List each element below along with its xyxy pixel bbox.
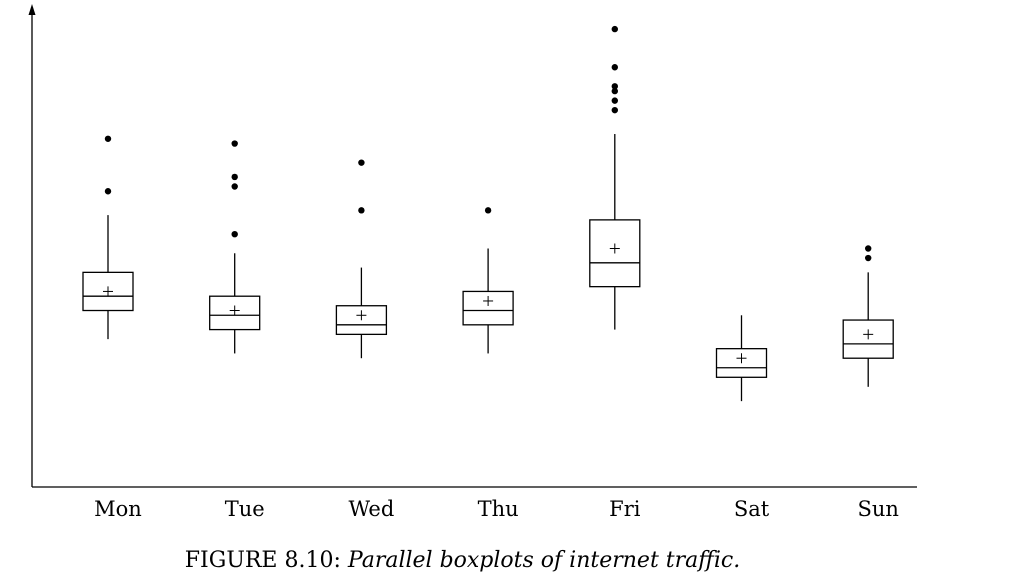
outlier-point [865, 254, 872, 262]
box-mon [82, 135, 134, 340]
outlier-point [231, 140, 238, 147]
x-tick-label-tue: Tue [225, 497, 265, 521]
x-tick-label-thu: Thu [478, 497, 519, 521]
figure-caption: FIGURE 8.10: Parallel boxplots of intern… [0, 548, 925, 573]
outlier-point [484, 207, 492, 214]
outlier-point [611, 87, 618, 95]
outlier-point [611, 64, 618, 71]
x-tick-label-sun: Sun [857, 497, 898, 521]
x-tick-label-wed: Wed [349, 497, 395, 521]
outlier-point [104, 188, 112, 195]
box-wed [335, 159, 388, 359]
outlier-point [611, 83, 618, 90]
outlier-point [358, 159, 365, 166]
box-sun [842, 245, 894, 387]
boxes-group [82, 25, 894, 402]
outlier-point [358, 207, 365, 214]
box-fri [589, 25, 641, 330]
x-tick-label-sat: Sat [734, 497, 770, 521]
outlier-point [231, 230, 238, 238]
x-tick-label-mon: Mon [94, 497, 142, 521]
outlier-point [611, 25, 618, 33]
x-tick-label-fri: Fri [609, 497, 641, 521]
y-axis-arrowhead [28, 4, 36, 15]
caption-text: Parallel boxplots of internet traffic. [347, 548, 741, 573]
box-tue [209, 140, 261, 354]
x-tick-labels: Mon Tue Wed Thu Fri Sat Sun [94, 497, 899, 521]
outlier-point [231, 173, 238, 181]
box-thu [462, 207, 514, 354]
box-sat [715, 315, 768, 402]
outlier-point [611, 97, 618, 104]
outlier-point [104, 135, 112, 142]
caption-label: FIGURE 8.10: [184, 548, 341, 573]
outlier-point [231, 183, 238, 190]
outlier-point [611, 106, 618, 114]
outlier-point [865, 245, 872, 252]
